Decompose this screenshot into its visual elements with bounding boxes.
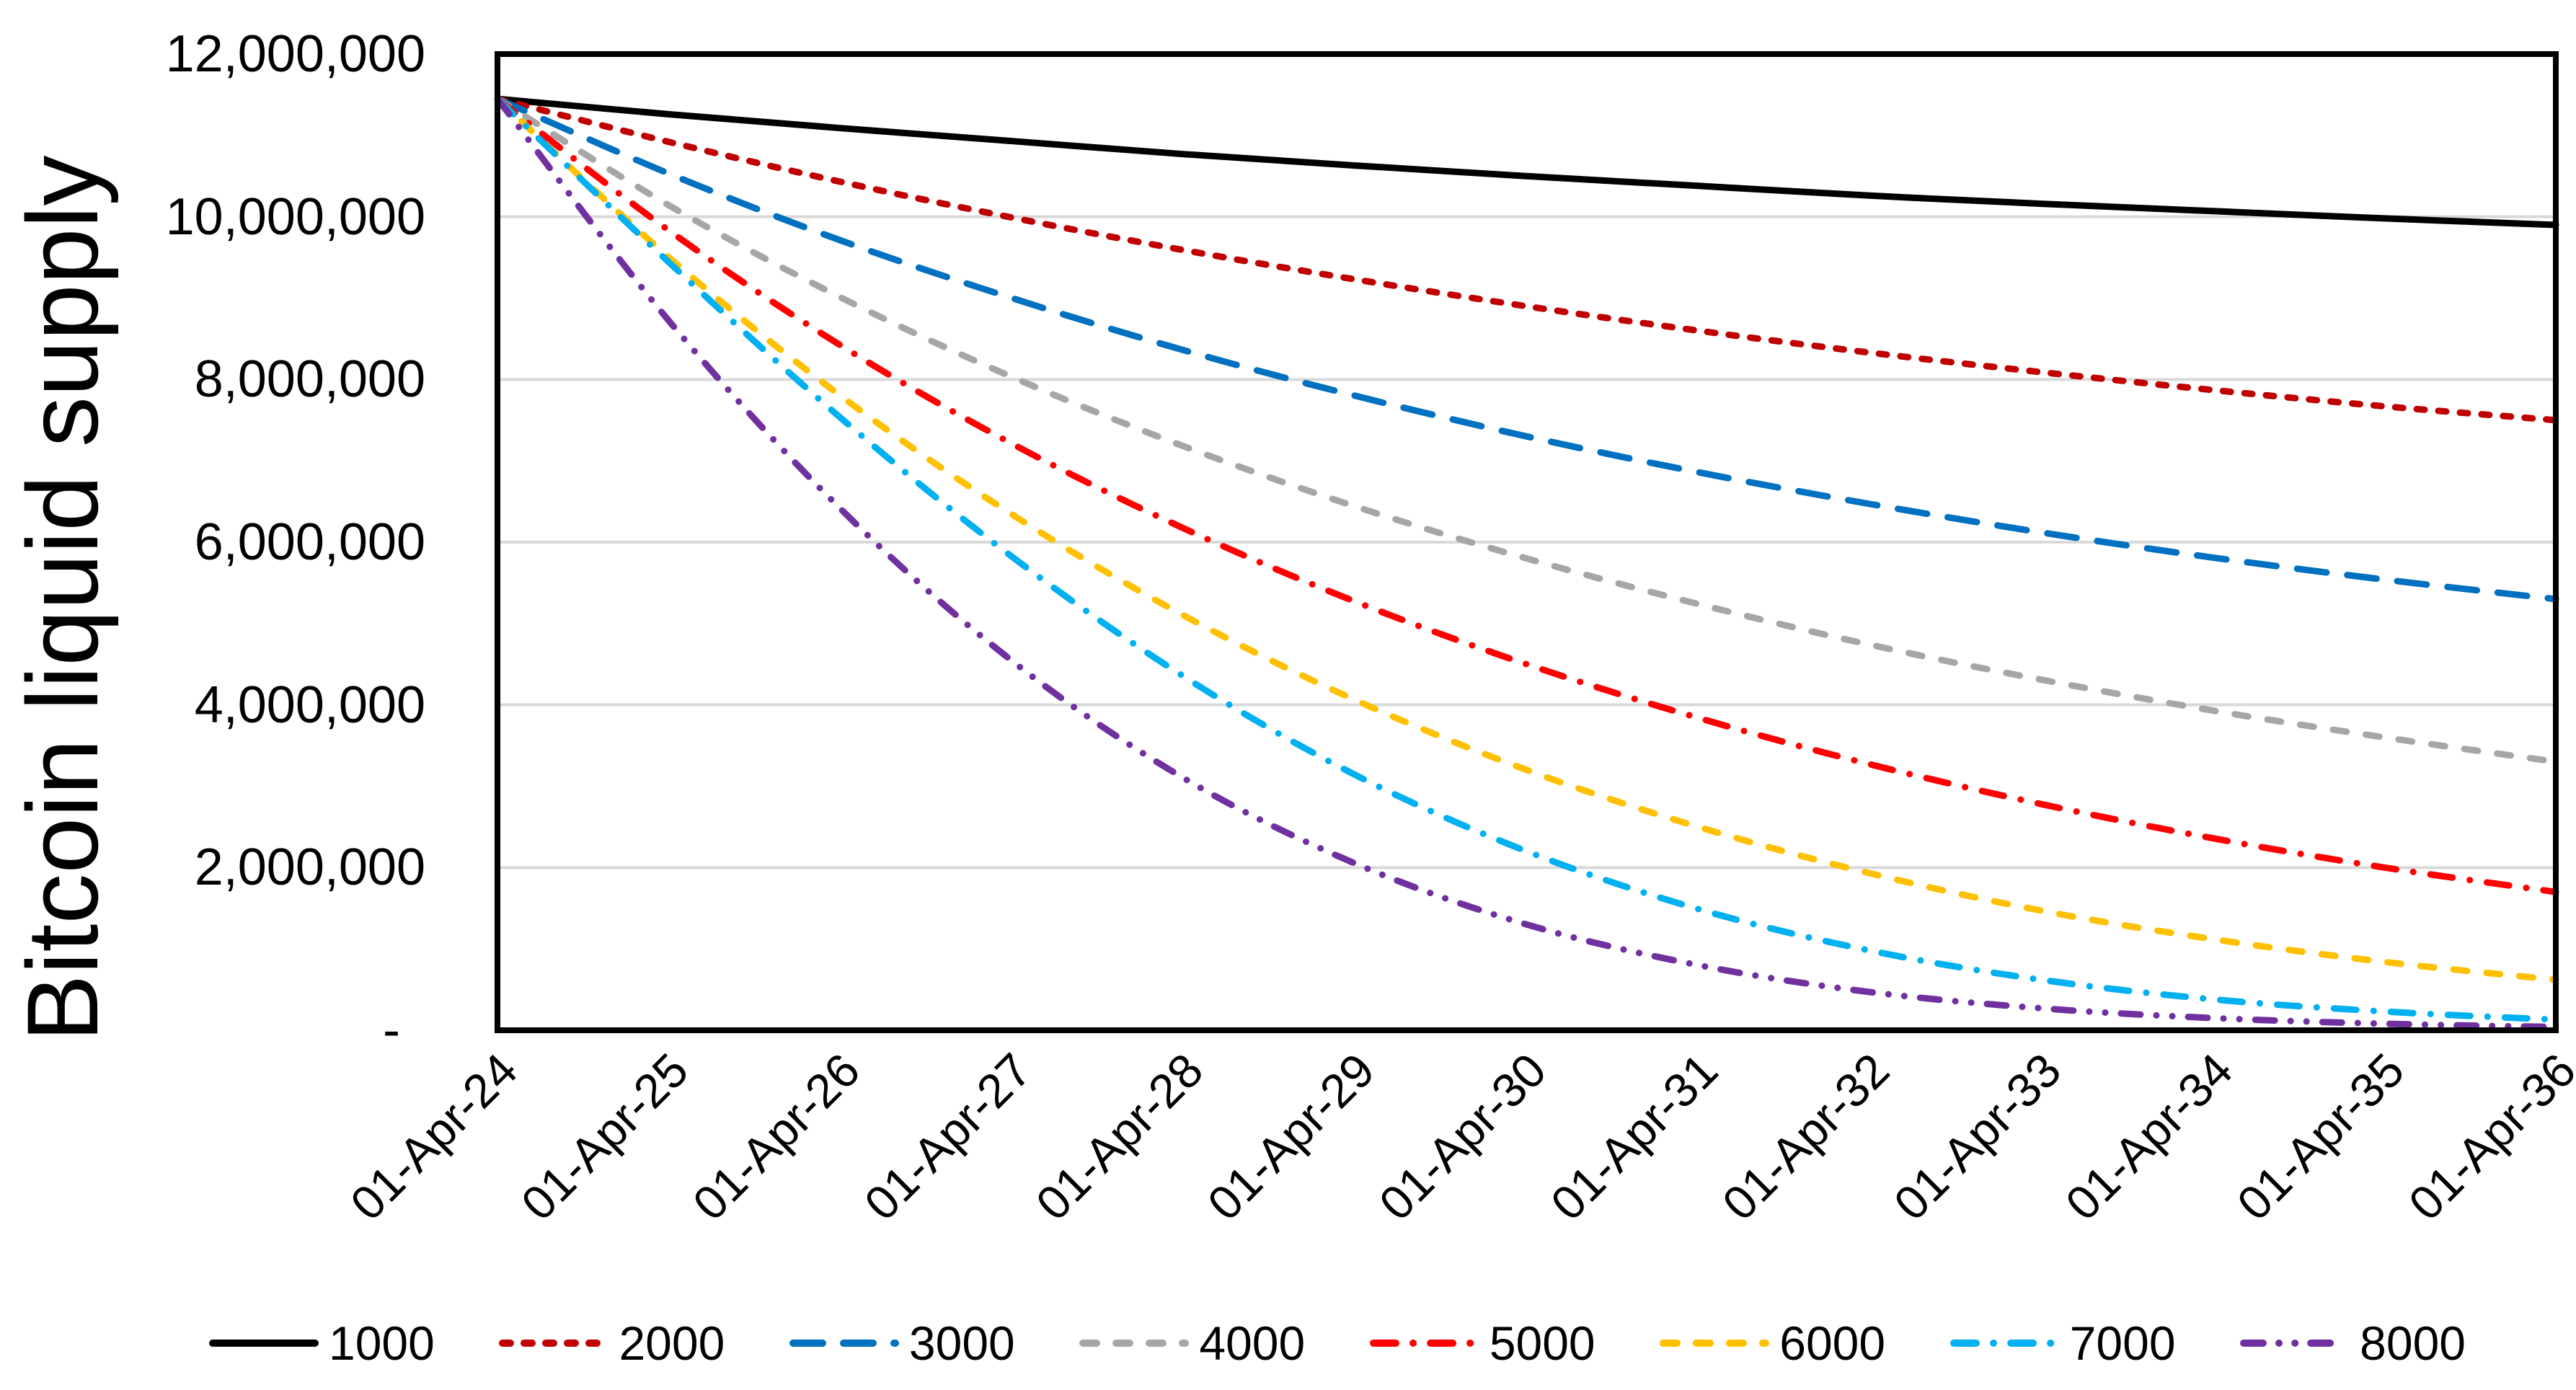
x-tick-label: 01-Apr-25 (510, 1042, 699, 1231)
series-line-1000 (494, 95, 2559, 229)
y-tick-label: 8,000,000 (194, 350, 425, 409)
legend-line-swatch (1369, 1340, 1479, 1347)
y-tick-label: 6,000,000 (194, 513, 425, 571)
legend-item-6000: 6000 (1660, 1317, 1885, 1369)
legend-item-3000: 3000 (789, 1317, 1015, 1369)
legend-item-8000: 8000 (2240, 1317, 2466, 1369)
legend-label: 7000 (2069, 1316, 2176, 1370)
x-tick-label: 01-Apr-31 (1540, 1042, 1728, 1231)
x-tick-label: 01-Apr-28 (1025, 1042, 1213, 1231)
x-tick-label: 01-Apr-24 (340, 1042, 527, 1231)
x-tick-label: 01-Apr-29 (1197, 1042, 1385, 1231)
plot-canvas (494, 51, 2559, 1033)
legend-label: 2000 (619, 1316, 725, 1370)
series-line-7000 (494, 95, 2559, 1023)
x-tick-label: 01-Apr-34 (2055, 1042, 2243, 1231)
legend-label: 3000 (908, 1316, 1015, 1370)
series-line-8000 (494, 95, 2559, 1030)
series-line-6000 (494, 95, 2559, 983)
x-tick-label: 01-Apr-33 (1883, 1042, 2071, 1231)
x-tick-label: 01-Apr-27 (854, 1042, 1042, 1231)
y-tick-label: 4,000,000 (194, 676, 425, 734)
legend-item-5000: 5000 (1369, 1316, 1595, 1370)
legend-line-swatch (789, 1340, 899, 1347)
legend-line-swatch (1660, 1340, 1770, 1347)
series-line-2000 (494, 95, 2559, 424)
y-axis-title: Bitcoin liquid supply (6, 155, 119, 1042)
x-tick-label: 01-Apr-35 (2226, 1042, 2415, 1231)
legend-label: 8000 (2360, 1316, 2466, 1370)
legend-item-7000: 7000 (1949, 1316, 2176, 1370)
legend-label: 4000 (1199, 1316, 1306, 1370)
legend-label: 6000 (1779, 1316, 1886, 1370)
legend-line-swatch (499, 1340, 609, 1347)
legend-line-swatch (2240, 1340, 2350, 1347)
series-line-5000 (494, 95, 2559, 895)
plot-area (494, 51, 2559, 1033)
legend-label: 5000 (1489, 1316, 1595, 1370)
x-tick-label: 01-Apr-36 (2398, 1042, 2576, 1231)
plot-border (495, 51, 2559, 1033)
legend-line-swatch (209, 1340, 319, 1347)
legend-line-swatch (1949, 1340, 2060, 1347)
x-tick-label: 01-Apr-30 (1368, 1042, 1557, 1231)
series-line-3000 (494, 95, 2559, 603)
legend-label: 1000 (329, 1316, 435, 1370)
y-tick-label: 12,000,000 (165, 25, 425, 83)
legend-item-1000: 1000 (209, 1317, 435, 1369)
x-tick-label: 01-Apr-32 (1712, 1042, 1900, 1231)
chart-legend: 1000 2000 3000 4000 5000 6000 7000 8000 (209, 1296, 2466, 1390)
legend-item-4000: 4000 (1079, 1317, 1305, 1369)
series-line-4000 (494, 95, 2559, 766)
legend-item-2000: 2000 (499, 1317, 725, 1369)
y-tick-label: 10,000,000 (165, 187, 425, 246)
x-tick-label: 01-Apr-26 (682, 1042, 870, 1231)
legend-line-swatch (1079, 1340, 1190, 1347)
y-tick-label: 2,000,000 (194, 838, 425, 897)
y-tick-label: - (383, 1001, 400, 1059)
